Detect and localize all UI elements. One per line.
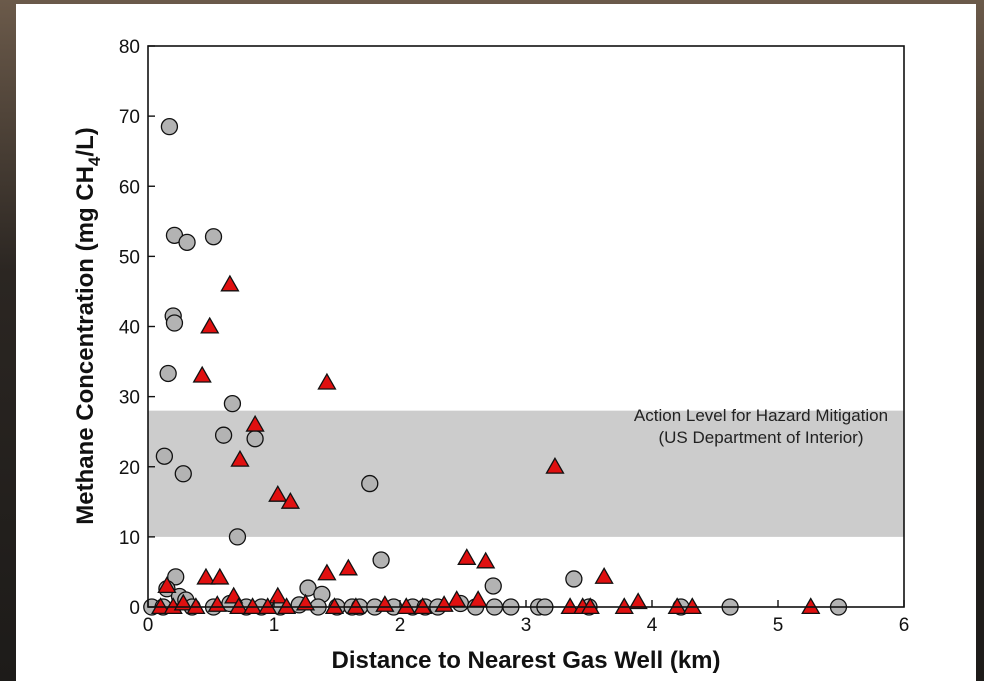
triangle-point xyxy=(245,414,265,432)
circle-point xyxy=(160,117,179,136)
circle-point xyxy=(372,551,390,569)
circle-point xyxy=(159,364,177,383)
triangle-point xyxy=(268,586,288,604)
triangle-point xyxy=(150,597,171,615)
triangle-point xyxy=(476,551,496,569)
y-tick-label: 30 xyxy=(119,388,140,409)
x-axis-title: Distance to Nearest Gas Well (km) xyxy=(331,647,720,674)
triangle-point xyxy=(457,548,477,565)
y-tick-label: 10 xyxy=(119,528,140,549)
triangle-point xyxy=(192,365,212,383)
x-tick-label: 1 xyxy=(269,615,280,636)
circle-point xyxy=(223,394,242,413)
triangle-point xyxy=(317,563,337,581)
y-axis-title-subscript: 4 xyxy=(85,156,104,166)
x-tick-label: 0 xyxy=(143,615,154,636)
circle-point xyxy=(165,314,184,332)
triangle-point xyxy=(667,597,687,615)
triangle-point xyxy=(210,567,230,585)
triangle-point xyxy=(295,593,316,611)
triangle-point xyxy=(268,484,288,502)
chart-panel: Action Level for Hazard Mitigation (US D… xyxy=(16,4,976,681)
triangle-point xyxy=(468,590,488,608)
triangle-point xyxy=(242,597,263,615)
x-tick-label: 4 xyxy=(647,615,658,636)
circle-point xyxy=(228,528,247,546)
triangle-point xyxy=(324,597,345,615)
triangle-point xyxy=(580,597,600,615)
triangle-point xyxy=(338,558,358,576)
triangle-point xyxy=(413,597,433,615)
scatter-chart: Action Level for Hazard Mitigation (US D… xyxy=(72,37,910,674)
triangle-point xyxy=(157,576,177,593)
circle-point xyxy=(204,228,223,246)
y-axis-title-end: /L) xyxy=(72,127,99,156)
y-axis-title-main: Methane Concentration (mg CH xyxy=(72,166,99,525)
y-tick-label: 50 xyxy=(119,247,140,268)
triangle-point xyxy=(396,597,416,615)
y-tick-label: 80 xyxy=(119,37,140,58)
triangle-point xyxy=(280,492,301,509)
triangle-point xyxy=(801,597,821,615)
data-marks xyxy=(143,117,848,616)
triangle-point xyxy=(346,597,366,615)
triangle-point xyxy=(594,567,614,584)
triangle-point xyxy=(200,316,220,334)
x-tick-label: 6 xyxy=(899,615,910,636)
triangle-point xyxy=(196,567,216,585)
y-tick-label: 40 xyxy=(119,318,140,339)
y-axis-title: Methane Concentration (mg CH4/L) xyxy=(72,127,104,524)
y-tick-label: 0 xyxy=(129,598,140,619)
y-tick-label: 60 xyxy=(119,177,140,198)
y-axis: 0 10 20 30 40 50 60 70 80 xyxy=(119,37,155,619)
triangle-point xyxy=(682,597,702,615)
y-tick-label: 20 xyxy=(119,458,140,479)
triangle-point xyxy=(173,593,193,611)
triangle-point xyxy=(229,597,249,615)
x-axis: 0 1 2 3 4 5 6 xyxy=(143,600,910,636)
band-label-line1: Action Level for Hazard Mitigation xyxy=(634,406,888,425)
circle-point xyxy=(167,568,185,586)
hazard-band xyxy=(148,410,904,537)
circle-point xyxy=(484,577,502,595)
band-label-line2: (US Department of Interior) xyxy=(658,428,863,447)
circle-point xyxy=(174,465,192,483)
triangle-point xyxy=(230,449,250,467)
circle-point xyxy=(565,570,583,588)
circle-point xyxy=(214,426,233,444)
triangle-point xyxy=(614,597,634,615)
circle-point xyxy=(155,447,174,465)
triangle-point xyxy=(220,274,240,292)
triangle-point xyxy=(186,597,206,615)
triangle-point xyxy=(560,597,580,615)
circle-point xyxy=(246,430,264,448)
triangle-point xyxy=(276,597,297,615)
triangle-point xyxy=(545,456,565,474)
triangle-point xyxy=(628,592,648,610)
y-tick-label: 70 xyxy=(119,107,140,128)
circle-point xyxy=(178,233,196,252)
triangle-point xyxy=(317,372,337,390)
x-tick-label: 3 xyxy=(521,615,532,636)
triangle-point xyxy=(258,597,278,615)
x-tick-label: 2 xyxy=(395,615,406,636)
circle-point xyxy=(361,474,379,493)
x-tick-label: 5 xyxy=(773,615,784,636)
